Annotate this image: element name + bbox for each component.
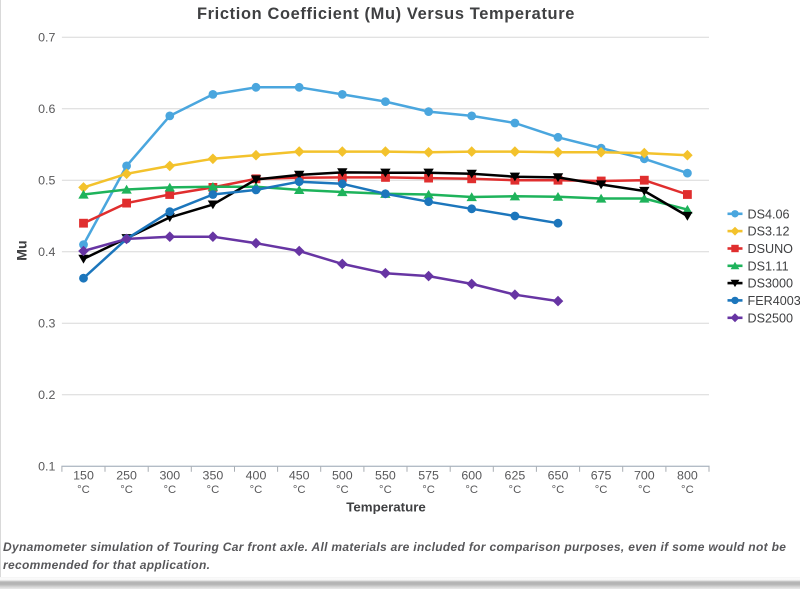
svg-text:°C: °C bbox=[77, 484, 90, 496]
svg-text:DS2500: DS2500 bbox=[748, 311, 794, 325]
svg-text:400: 400 bbox=[246, 469, 267, 483]
svg-text:°C: °C bbox=[509, 484, 522, 496]
svg-text:675: 675 bbox=[591, 469, 612, 483]
svg-text:250: 250 bbox=[116, 469, 137, 483]
svg-text:Friction Coefficient (Mu) Vers: Friction Coefficient (Mu) Versus Tempera… bbox=[197, 5, 575, 23]
svg-text:°C: °C bbox=[163, 484, 176, 496]
svg-text:°C: °C bbox=[552, 484, 565, 496]
svg-text:350: 350 bbox=[203, 469, 224, 483]
svg-text:DS4.06: DS4.06 bbox=[748, 207, 790, 221]
svg-text:FER4003: FER4003 bbox=[748, 294, 800, 308]
svg-text:0.6: 0.6 bbox=[38, 102, 55, 116]
svg-text:300: 300 bbox=[159, 469, 180, 483]
svg-text:°C: °C bbox=[681, 484, 694, 496]
svg-text:0.1: 0.1 bbox=[38, 460, 55, 474]
svg-text:550: 550 bbox=[375, 469, 396, 483]
svg-text:°C: °C bbox=[465, 484, 478, 496]
svg-text:0.7: 0.7 bbox=[38, 31, 55, 45]
svg-text:°C: °C bbox=[293, 484, 306, 496]
svg-text:700: 700 bbox=[634, 469, 655, 483]
svg-text:°C: °C bbox=[379, 484, 392, 496]
svg-text:DS1.11: DS1.11 bbox=[748, 259, 789, 273]
svg-text:0.2: 0.2 bbox=[38, 388, 55, 402]
svg-text:°C: °C bbox=[595, 484, 608, 496]
svg-text:°C: °C bbox=[336, 484, 349, 496]
svg-text:DS3000: DS3000 bbox=[748, 277, 794, 291]
svg-text:650: 650 bbox=[548, 469, 569, 483]
svg-text:°C: °C bbox=[207, 484, 220, 496]
svg-text:DSUNO: DSUNO bbox=[748, 242, 794, 256]
svg-text:625: 625 bbox=[505, 469, 526, 483]
svg-text:Mu: Mu bbox=[14, 240, 30, 260]
svg-text:DS3.12: DS3.12 bbox=[748, 225, 790, 239]
svg-text:450: 450 bbox=[289, 469, 310, 483]
svg-text:800: 800 bbox=[677, 469, 698, 483]
svg-text:150: 150 bbox=[73, 469, 94, 483]
svg-text:°C: °C bbox=[638, 484, 651, 496]
svg-text:500: 500 bbox=[332, 469, 353, 483]
svg-text:575: 575 bbox=[418, 469, 439, 483]
svg-text:0.4: 0.4 bbox=[38, 245, 55, 259]
svg-text:Temperature: Temperature bbox=[346, 500, 426, 515]
svg-text:°C: °C bbox=[120, 484, 133, 496]
svg-text:0.3: 0.3 bbox=[38, 317, 55, 331]
svg-text:°C: °C bbox=[422, 484, 435, 496]
svg-text:°C: °C bbox=[250, 484, 263, 496]
svg-text:600: 600 bbox=[461, 469, 482, 483]
svg-text:0.5: 0.5 bbox=[38, 174, 55, 188]
